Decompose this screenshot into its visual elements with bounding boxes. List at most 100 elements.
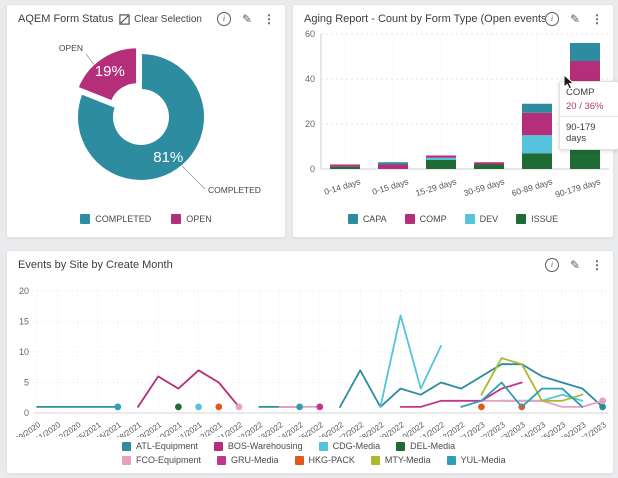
donut-slice-OPEN[interactable]	[76, 46, 139, 103]
events-title: Events by Site by Create Month	[18, 259, 173, 271]
legend-item-FCO-Equipment[interactable]: FCO-Equipment	[122, 455, 201, 465]
legend-swatch	[318, 441, 328, 451]
bar-segment-ISSUE[interactable]	[522, 153, 552, 169]
legend-swatch	[213, 441, 223, 451]
legend-item-YUL-Media[interactable]: YUL-Media	[446, 455, 506, 465]
legend-swatch	[171, 214, 182, 224]
clear-selection-button[interactable]: Clear Selection	[119, 14, 202, 25]
data-point-HKG-PACK[interactable]	[215, 403, 223, 411]
aging-report-header: Aging Report - Count by Form Type (Open …	[293, 5, 613, 27]
info-icon[interactable]: i	[544, 12, 559, 26]
bar-segment-COMP[interactable]	[378, 164, 408, 170]
data-point-YUL-Media[interactable]	[296, 403, 303, 411]
edit-icon[interactable]: ✎	[241, 12, 252, 26]
data-point-DEL-Media[interactable]	[175, 403, 182, 411]
legend-swatch	[347, 214, 358, 224]
donut-slice-COMPLETED[interactable]	[76, 51, 206, 182]
x-axis-tick: 30-59 days	[462, 176, 505, 198]
legend-item-CDG-Media[interactable]: CDG-Media	[318, 441, 381, 451]
legend-label: DEV	[479, 214, 499, 224]
form-status-donut-chart: 81% 19% OPEN COMPLETED	[59, 43, 261, 195]
legend-label: CDG-Media	[332, 441, 381, 451]
y-axis-tick: 10	[19, 347, 29, 357]
data-point-HKG-PACK[interactable]	[478, 403, 485, 411]
events-legend: ATL-Equipment BOS-Warehousing CDG-Media DEL…	[122, 441, 508, 465]
legend-swatch	[370, 455, 380, 465]
bar-segment-CAPA[interactable]	[378, 162, 408, 165]
line-series-CDG-Media[interactable]	[379, 314, 442, 408]
line-series-GRU-Media[interactable]	[399, 381, 523, 408]
tooltip-value: 20 / 36%	[566, 101, 604, 112]
callout-line	[85, 53, 94, 65]
chart-tooltip: COMP 20 / 36% 90-179 days	[559, 81, 618, 150]
y-axis-tick: 5	[24, 378, 29, 388]
bar-segment-COMP[interactable]	[426, 155, 456, 158]
legend-label: HKG-PACK	[308, 455, 355, 465]
tooltip-series-name: COMP	[566, 87, 595, 98]
legend-swatch	[464, 214, 475, 224]
line-series-BOS-Warehousing[interactable]	[137, 369, 240, 408]
legend-item-COMPLETED[interactable]: COMPLETED	[80, 214, 151, 224]
events-line-chart: 0510152009/202011/202012/202005/202106/2…	[13, 286, 609, 437]
x-axis-tick: 15-29 days	[414, 176, 457, 198]
bar-segment-CAPA[interactable]	[522, 103, 552, 113]
x-axis-tick: 0-15 days	[371, 176, 410, 196]
legend-swatch	[404, 214, 415, 224]
data-point-CDG-Media[interactable]	[195, 403, 203, 411]
legend-label: FCO-Equipment	[136, 455, 202, 465]
data-point-YUL-Media[interactable]	[114, 403, 122, 411]
data-point-GRU-Media[interactable]	[316, 403, 324, 411]
legend-item-HKG-PACK[interactable]: HKG-PACK	[294, 455, 355, 465]
callout-line	[181, 165, 206, 190]
bar-segment-COMP[interactable]	[474, 162, 504, 165]
info-icon[interactable]: i	[216, 12, 231, 26]
data-point-FCO-Equipment[interactable]	[235, 403, 243, 411]
legend-swatch	[217, 455, 227, 465]
bar-segment-COMP[interactable]	[522, 112, 552, 136]
legend-item-DEV[interactable]: DEV	[464, 214, 499, 224]
more-menu-icon[interactable]: ⋮	[591, 258, 603, 272]
aging-report-legend: CAPA COMP DEV ISSUE	[293, 214, 613, 224]
bar-segment-ISSUE[interactable]	[426, 160, 456, 169]
data-point-FCO-Equipment[interactable]	[599, 397, 606, 405]
line-series-MTY-Media[interactable]	[480, 357, 584, 402]
line-series-ATL-Equipment[interactable]	[339, 363, 604, 408]
legend-item-ISSUE[interactable]: ISSUE	[516, 214, 558, 224]
events-by-site-card: Events by Site by Create Month i ✎ ⋮ 0 5 1…	[6, 250, 614, 474]
edit-icon[interactable]: ✎	[569, 258, 580, 272]
slice-value-label: 19%	[95, 63, 125, 80]
tooltip-category: 90-179 days	[560, 116, 618, 149]
legend-item-COMP[interactable]: COMP	[404, 214, 447, 224]
bar-segment-COMP[interactable]	[330, 164, 360, 167]
edit-icon[interactable]: ✎	[569, 12, 580, 26]
bar-segment-ISSUE[interactable]	[330, 166, 360, 169]
legend-item-MTY-Media[interactable]: MTY-Media	[370, 455, 431, 465]
y-axis-tick: 20	[19, 286, 29, 296]
bar-segment-DEV[interactable]	[426, 157, 456, 160]
legend-item-DEL-Media[interactable]: DEL-Media	[396, 441, 455, 451]
more-menu-icon[interactable]: ⋮	[591, 12, 603, 26]
x-axis-tick: 90-179 days	[554, 176, 602, 199]
info-icon[interactable]: i	[544, 258, 559, 272]
legend-item-BOS-Warehousing[interactable]: BOS-Warehousing	[213, 441, 303, 451]
legend-item-ATL-Equipment[interactable]: ATL-Equipment	[122, 441, 198, 451]
legend-swatch	[122, 455, 131, 465]
x-axis-tick: 60-89 days	[510, 176, 553, 198]
legend-item-OPEN[interactable]: OPEN	[171, 214, 212, 224]
legend-item-GRU-Media[interactable]: GRU-Media	[217, 455, 279, 465]
mouse-cursor-icon	[563, 74, 575, 90]
y-axis-tick: 60	[305, 29, 315, 39]
y-axis-tick: 0	[310, 164, 315, 174]
form-status-card: AQEM Form Status Clear Selection i ✎ ⋮ 8…	[6, 4, 286, 238]
legend-item-CAPA[interactable]: CAPA	[347, 214, 387, 224]
line-series-YUL-Media[interactable]	[460, 381, 584, 408]
more-menu-icon[interactable]: ⋮	[263, 12, 275, 26]
data-point-ATL-Equipment[interactable]	[599, 403, 606, 411]
aging-report-title: Aging Report - Count by Form Type (Open …	[304, 13, 545, 25]
legend-label: MTY-Media	[384, 455, 431, 465]
legend-label: YUL-Media	[460, 455, 506, 465]
y-axis-tick: 40	[305, 74, 315, 84]
bar-segment-DEV[interactable]	[522, 135, 552, 154]
bar-segment-ISSUE[interactable]	[474, 164, 504, 170]
bar-segment-CAPA[interactable]	[570, 43, 600, 61]
